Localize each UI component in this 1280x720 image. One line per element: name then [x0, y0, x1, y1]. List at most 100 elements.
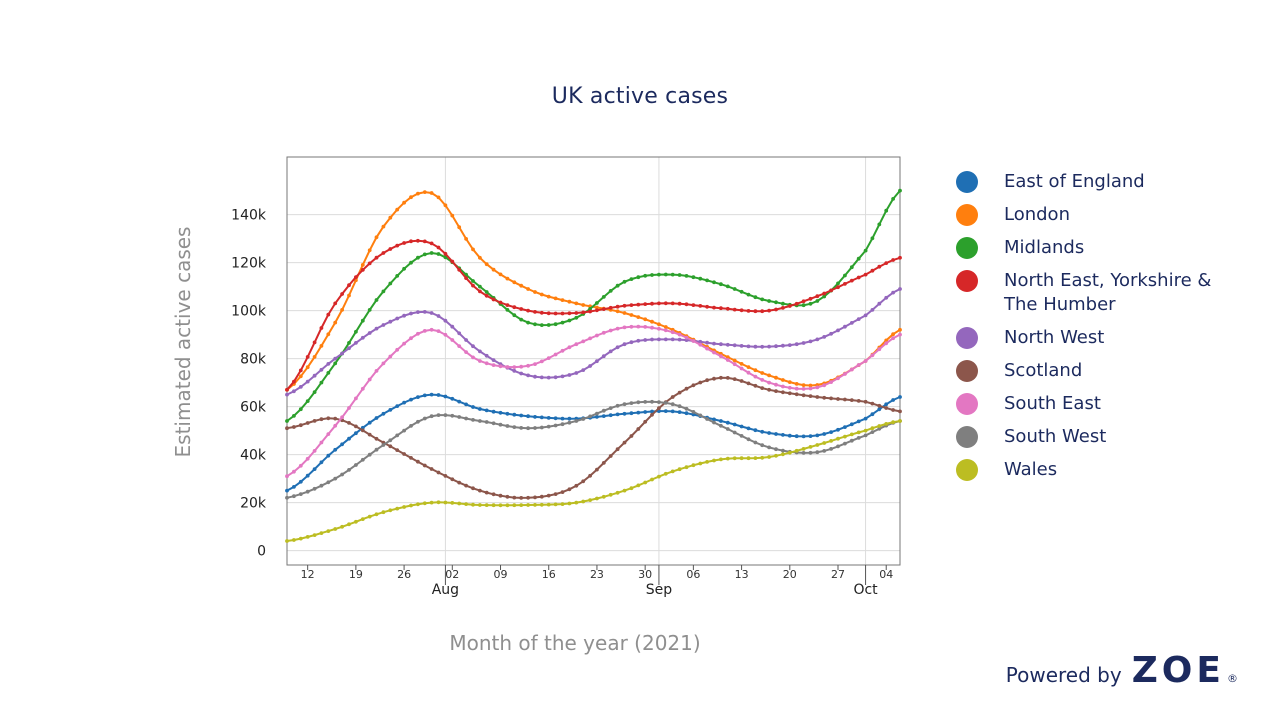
legend-item[interactable]: North East, Yorkshire & The Humber [956, 269, 1256, 317]
data-point [422, 190, 427, 195]
y-axis-title: Estimated active cases [171, 227, 195, 458]
data-point [526, 320, 530, 325]
legend-item[interactable]: Wales [956, 458, 1256, 482]
data-point [643, 410, 648, 414]
legend-item[interactable]: Midlands [956, 236, 1256, 260]
data-point [677, 404, 682, 409]
data-point [292, 389, 296, 394]
data-point [519, 503, 524, 507]
series-east-of-england [285, 392, 902, 493]
legend-swatch [956, 171, 978, 193]
data-point [684, 465, 689, 470]
data-point [491, 492, 496, 497]
data-point [622, 342, 627, 347]
data-point [546, 323, 551, 327]
data-point [347, 436, 351, 441]
data-point [574, 301, 579, 306]
legend-item[interactable]: London [956, 203, 1256, 227]
data-point [891, 258, 895, 262]
legend-item[interactable]: South West [956, 425, 1256, 449]
data-point [519, 496, 524, 500]
data-point [505, 494, 510, 499]
legend-label: London [1004, 204, 1070, 225]
data-point [526, 426, 530, 431]
x-tick-label: 12 [301, 568, 315, 581]
legend-item[interactable]: East of England [956, 170, 1256, 194]
data-point [312, 467, 317, 471]
data-point [615, 304, 620, 309]
data-point [705, 346, 709, 351]
x-tick-label: 19 [349, 568, 363, 581]
data-point [367, 377, 372, 382]
data-point [478, 349, 482, 354]
data-point [636, 275, 641, 280]
data-point [856, 256, 861, 261]
data-point [822, 395, 827, 400]
data-point [526, 503, 530, 507]
data-point [574, 500, 579, 505]
data-point [870, 236, 875, 241]
data-point [746, 370, 751, 375]
data-point [836, 328, 840, 333]
data-point [767, 299, 771, 303]
data-point [588, 473, 592, 478]
data-point [533, 322, 537, 327]
data-point [677, 410, 682, 414]
data-point [381, 510, 386, 515]
data-point [712, 280, 716, 285]
data-point [588, 364, 592, 368]
legend-item[interactable]: South East [956, 392, 1256, 416]
data-point [581, 339, 586, 344]
legend-item[interactable]: Scotland [956, 359, 1256, 383]
data-point [512, 280, 517, 285]
data-point [395, 433, 400, 438]
data-point [884, 261, 889, 265]
data-point [340, 351, 344, 356]
legend: East of England London Midlands North East,… [956, 170, 1256, 491]
data-point [285, 426, 289, 431]
data-point [732, 422, 737, 427]
data-point [801, 299, 806, 304]
data-point [333, 476, 338, 481]
data-point [388, 408, 393, 412]
data-point [601, 461, 606, 465]
data-point [512, 365, 517, 369]
axes-layer: 0 20k 40k 60k 80k 100k 120k 140k 12 19 26 02 09 16 23 3… [231, 208, 893, 598]
data-point [719, 282, 723, 287]
data-point [539, 425, 544, 430]
data-point [478, 419, 482, 423]
data-point [429, 467, 434, 471]
data-point [753, 368, 758, 373]
data-point [822, 432, 827, 436]
data-point [753, 383, 758, 388]
data-point [285, 539, 289, 543]
data-point [443, 500, 448, 505]
data-point [657, 272, 661, 277]
data-point [395, 506, 400, 511]
data-point [312, 419, 317, 423]
data-point [746, 437, 751, 442]
data-point [560, 374, 565, 379]
data-point [870, 430, 875, 434]
legend-item[interactable]: North West [956, 326, 1256, 350]
data-point [863, 416, 868, 421]
data-point [884, 406, 889, 410]
data-point [760, 309, 765, 314]
data-point [354, 431, 358, 436]
data-point [753, 428, 758, 433]
data-point [374, 235, 379, 240]
data-point [836, 397, 840, 401]
data-point [443, 203, 448, 208]
data-point [443, 251, 448, 256]
data-point [843, 273, 847, 278]
data-point [636, 483, 641, 488]
data-point [526, 495, 530, 500]
data-point [553, 311, 558, 316]
data-point [870, 268, 875, 273]
data-point [381, 443, 386, 447]
data-point [629, 411, 634, 416]
data-point [884, 402, 889, 407]
data-point [829, 396, 833, 401]
data-point [629, 303, 634, 307]
data-point [567, 311, 572, 316]
